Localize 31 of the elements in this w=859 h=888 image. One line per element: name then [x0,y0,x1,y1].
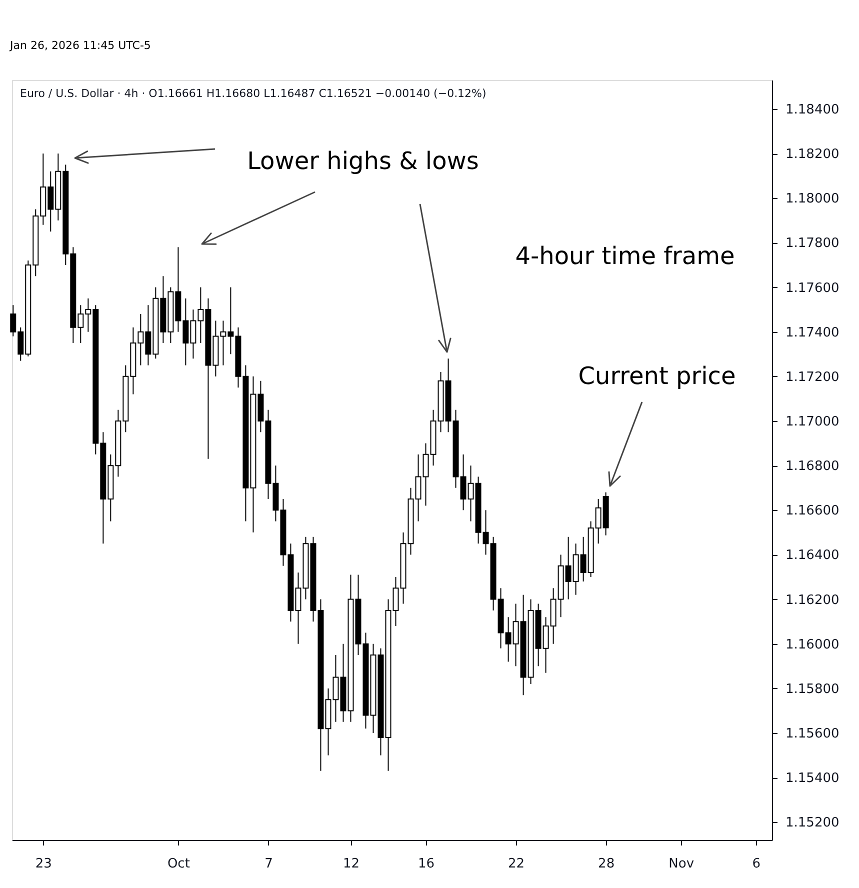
annotation: Lower highs & lows [247,147,479,175]
x-tick-label: 23 [35,856,52,872]
y-tick-label: 1.16400 [786,548,840,564]
y-tick-label: 1.17800 [786,236,840,252]
annotation: Current price [578,362,736,390]
y-tick-label: 1.17200 [786,370,840,385]
x-tick-label: Nov [668,856,694,872]
x-tick-label: 6 [752,856,761,872]
x-tick-label: 12 [342,856,360,872]
x-tick-label: 7 [264,856,273,872]
y-tick-label: 1.18400 [786,102,840,118]
y-tick-label: 1.17000 [786,414,840,430]
y-tick-label: 1.17400 [786,325,840,340]
y-tick-label: 1.15800 [786,682,840,697]
y-tick-label: 1.18200 [786,147,840,162]
y-tick-label: 1.16200 [786,592,840,608]
text: Euro / U.S. Dollar · 4h · O1.16661 H1.16680 L1.16487 C1.16521 −0.00140 (−0.12%) [20,87,486,100]
y-tick-label: 1.16600 [786,504,840,519]
y-tick-label: 1.18000 [786,192,840,207]
annotation: 4-hour time frame [515,242,735,270]
x-tick-label: 22 [508,856,525,872]
text: Jan 26, 2026 11:45 UTC-5 [9,39,151,52]
y-tick-label: 1.15200 [786,816,840,831]
y-tick-label: 1.17600 [786,280,840,296]
y-tick-label: 1.16800 [786,459,840,474]
x-tick-label: 16 [418,856,435,872]
x-tick-label: 28 [598,856,615,872]
y-tick-label: 1.15400 [786,771,840,786]
x-tick-label: Oct [167,856,190,872]
y-tick-label: 1.16000 [786,637,840,652]
y-tick-label: 1.15600 [786,726,840,742]
